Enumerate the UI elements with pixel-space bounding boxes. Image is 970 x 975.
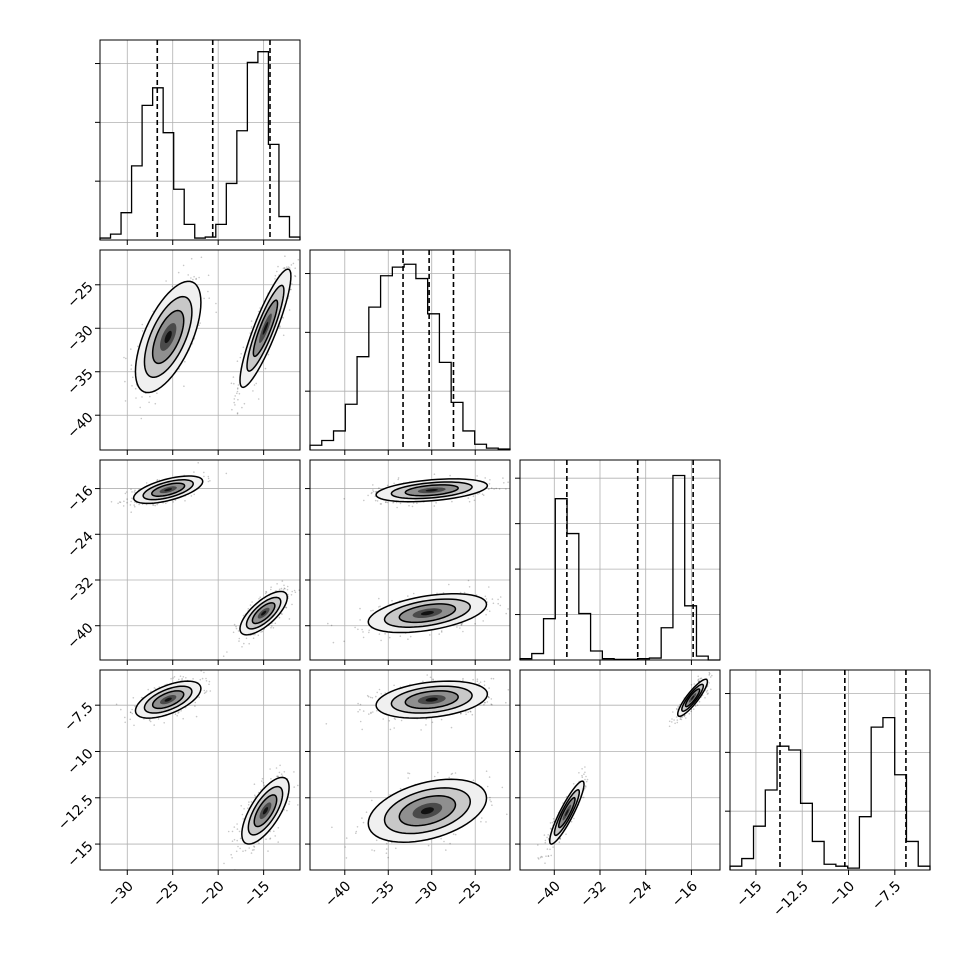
density-layer: [134, 269, 708, 844]
y-tick-label: −40: [64, 620, 96, 652]
x-tick-label: −20: [196, 878, 228, 910]
y-tick-label: −32: [64, 574, 96, 606]
x-tick-label: −15: [241, 878, 273, 910]
x-tick-label: −16: [669, 878, 701, 910]
panel-frame-1-1: [310, 250, 510, 450]
x-tick-label: −32: [577, 878, 609, 910]
y-tick-label: −35: [64, 366, 96, 398]
panel-frame-2-0: [100, 460, 300, 660]
panel-frame-3-0: [100, 670, 300, 870]
x-tick-label: −7.5: [869, 878, 904, 913]
panel-frame-2-2: [520, 460, 720, 660]
histogram-layer: [100, 40, 930, 870]
y-tick-label: −25: [64, 279, 96, 311]
panel-frame-3-3: [730, 670, 930, 870]
x-tick-label: −30: [409, 878, 441, 910]
histogram-2: [520, 475, 720, 660]
histogram-1: [310, 264, 510, 450]
x-tick-label: −24: [623, 878, 655, 910]
y-tick-label: −24: [64, 529, 96, 561]
panel-frame-1-0: [100, 250, 300, 450]
density-fill: [368, 681, 487, 842]
y-tick-label: −30: [64, 323, 96, 355]
y-tick-label: −10: [64, 746, 96, 778]
y-tick-label: −7.5: [61, 700, 96, 735]
x-tick-label: −30: [105, 878, 137, 910]
x-tick-label: −12.5: [770, 878, 812, 920]
x-tick-label: −15: [733, 878, 765, 910]
x-tick-label: −25: [453, 878, 485, 910]
y-tick-label: −16: [64, 483, 96, 515]
x-tick-label: −10: [826, 878, 858, 910]
scatter-points: [116, 666, 299, 871]
x-tick-label: −25: [150, 878, 182, 910]
x-tick-label: −35: [366, 878, 398, 910]
y-tick-label: −15: [64, 838, 96, 870]
x-tick-label: −40: [322, 878, 354, 910]
frame-layer: [95, 40, 930, 875]
contour-layer: [134, 269, 708, 844]
histogram-3: [730, 718, 930, 870]
y-tick-label: −40: [64, 410, 96, 442]
y-tick-label: −12.5: [55, 792, 97, 834]
scatter-points: [98, 226, 306, 462]
contours: [550, 679, 708, 844]
grid-layer: [100, 40, 930, 870]
x-tick-label: −40: [532, 878, 564, 910]
